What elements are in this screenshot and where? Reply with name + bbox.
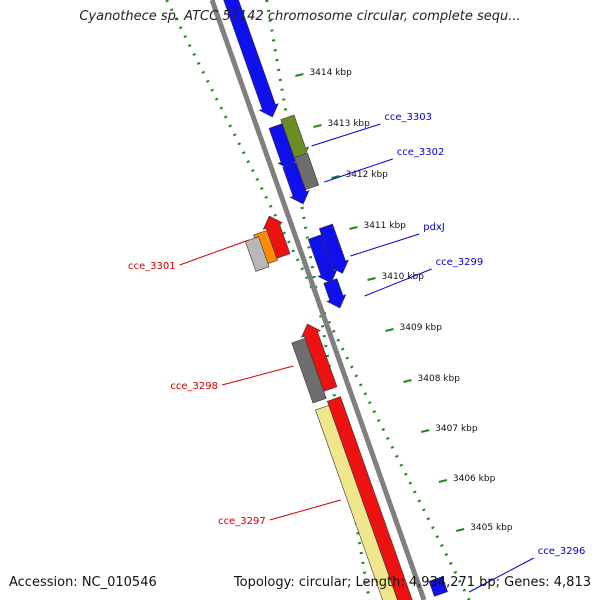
tick-label: 3405 kbp — [470, 523, 513, 533]
gene-label-cce_3297: cce_3297 — [218, 516, 266, 527]
gene-g-3299 — [323, 278, 347, 309]
scale-ticks: 3414 kbp 3413 kbp 3412 kbp 3411 kbp 3410 kbp… — [295, 68, 513, 533]
tick-mark — [403, 379, 412, 383]
gene-g-3301-red — [262, 215, 291, 259]
gene-g-blue-c — [307, 234, 338, 284]
genome-summary-text: Topology: circular; Length: 4,934,271 bp… — [233, 575, 591, 590]
gene-label-cce_3301: cce_3301 — [128, 261, 176, 272]
gene-g-3298-gray — [291, 337, 327, 404]
tick-label: 3409 kbp — [400, 323, 443, 333]
tick-mark — [455, 528, 465, 532]
gc-ring-outer — [265, 0, 371, 600]
label-leader-line — [468, 557, 534, 593]
gene-label-cce_3296: cce_3296 — [538, 546, 586, 557]
gc-content-rings — [165, 0, 471, 600]
tick-label: 3412 kbp — [345, 170, 388, 180]
tick-mark — [420, 429, 430, 433]
gene-g-3301-gray — [244, 236, 270, 272]
tick-label: 3406 kbp — [453, 474, 496, 484]
gene-g-top-blue — [223, 0, 279, 118]
gc-ring-inner — [165, 0, 471, 600]
tick-mark — [367, 277, 376, 281]
gene-label-cce_3302: cce_3302 — [397, 147, 445, 158]
tick-mark — [313, 124, 322, 128]
tick-mark — [331, 175, 340, 179]
tick-label: 3413 kbp — [327, 119, 370, 129]
label-leader-line — [364, 268, 432, 297]
tick-label: 3410 kbp — [382, 272, 425, 282]
gene-label-cce_3303: cce_3303 — [384, 112, 432, 123]
gene-g-3298-red — [300, 323, 338, 392]
label-leader-line — [311, 123, 381, 147]
tick-label: 3411 kbp — [363, 221, 406, 231]
gene-g-3297-yellow — [315, 404, 398, 600]
backbone-track — [209, 0, 427, 600]
gene-g-blue-b — [282, 162, 310, 205]
tick-label: 3414 kbp — [309, 68, 352, 78]
accession-text: Accession: NC_010546 — [9, 575, 157, 590]
tick-mark — [349, 226, 358, 230]
label-leader-line — [269, 499, 341, 521]
label-leader-line — [324, 158, 393, 183]
tick-mark — [438, 479, 448, 483]
tick-label: 3408 kbp — [418, 374, 461, 384]
gene-g-3296 — [428, 576, 448, 597]
gene-label-pdxJ: pdxJ — [423, 222, 445, 233]
tick-mark — [295, 73, 304, 77]
gene-label-cce_3298: cce_3298 — [170, 381, 218, 392]
map-title: Cyanothece sp. ATCC 51142 chromosome cir… — [79, 9, 521, 24]
backbone-line — [209, 0, 427, 600]
tick-mark — [385, 328, 394, 332]
label-leader-line — [179, 239, 249, 266]
gene-label-cce_3299: cce_3299 — [436, 257, 484, 268]
tick-label: 3407 kbp — [435, 424, 478, 434]
label-leader-line — [350, 233, 420, 257]
label-leader-line — [221, 365, 294, 386]
gene-labels: cce_3303 cce_3302 pdxJ cce_3299 cce_3296 cce_… — [128, 112, 586, 593]
gene-features — [223, 0, 448, 600]
gene-g-3297-red — [326, 396, 413, 600]
